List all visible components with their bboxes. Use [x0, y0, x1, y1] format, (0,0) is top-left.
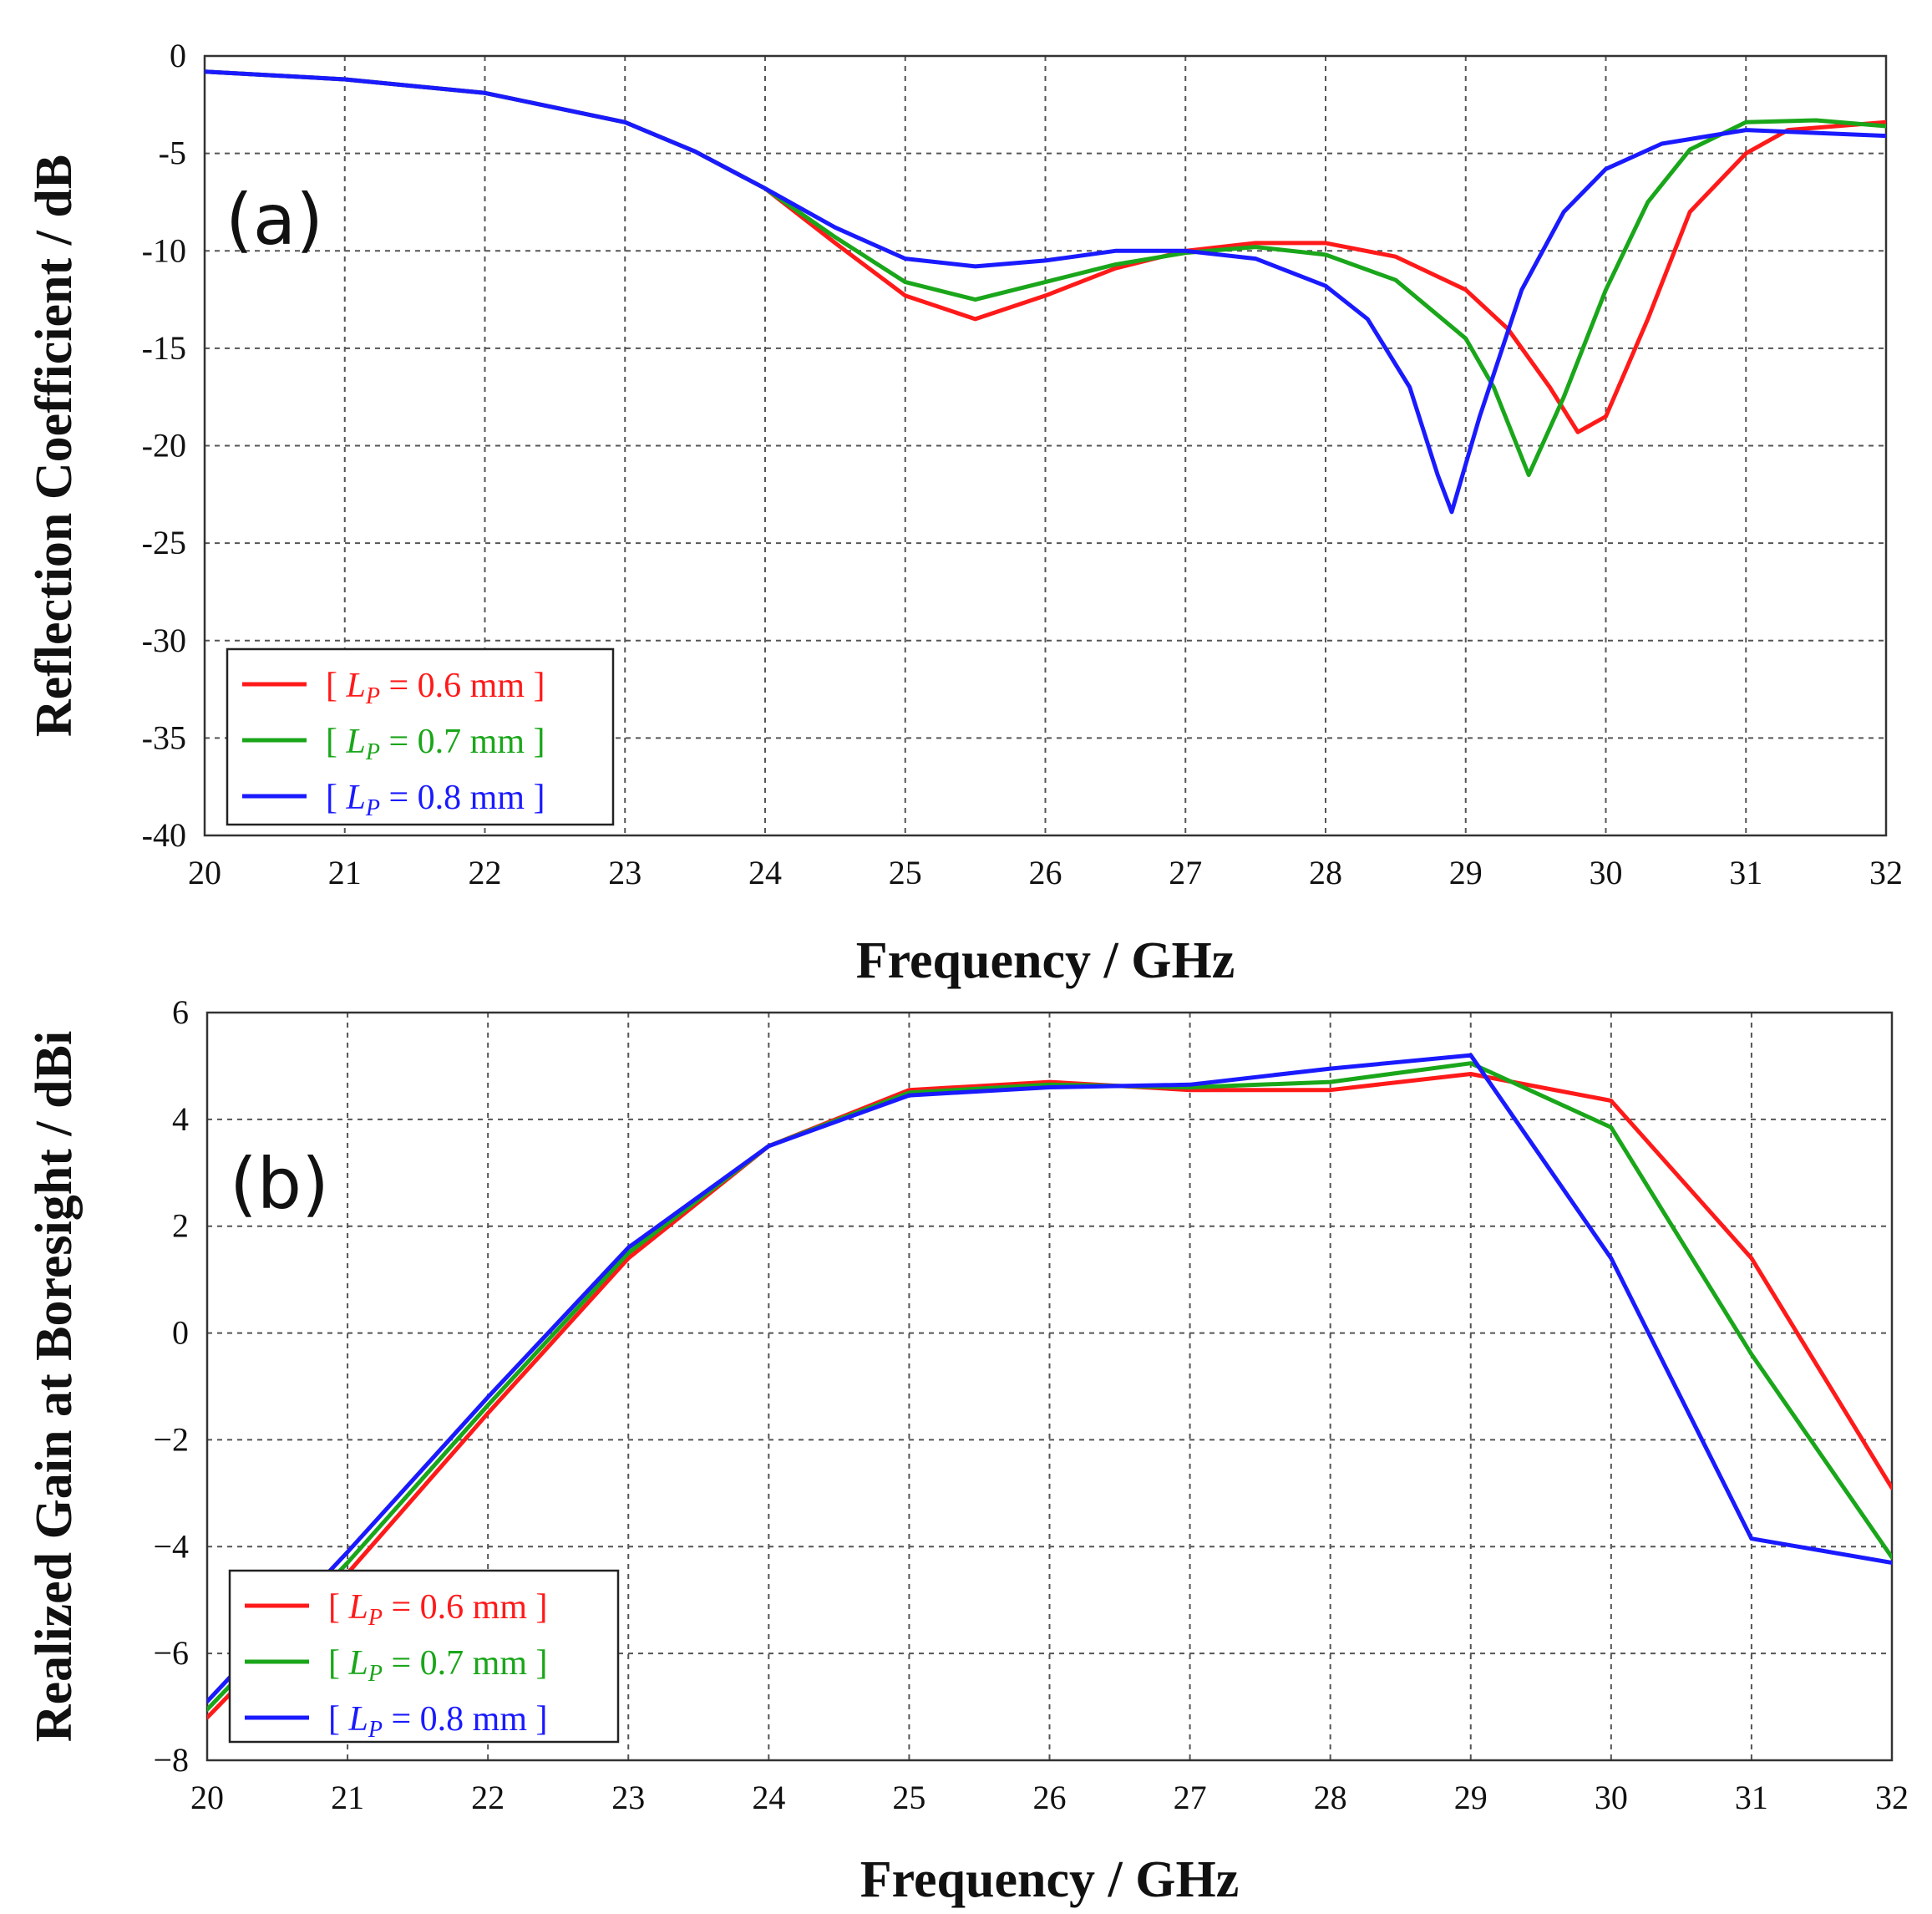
- legend-var: L: [346, 667, 366, 705]
- legend-box: [228, 1569, 620, 1744]
- legend-sub: P: [365, 795, 380, 821]
- y-tick-label: 4: [172, 1100, 189, 1138]
- y-axis-title: Realized Gain at Boresight / dBi: [26, 1031, 83, 1742]
- x-tick-label: 22: [471, 1779, 505, 1816]
- legend-var: L: [348, 1700, 368, 1739]
- legend-label-0: [ LP = 0.6 mm ]: [328, 1588, 547, 1631]
- legend-rest: = 0.7 mm ]: [380, 723, 545, 761]
- y-tick-label: 2: [172, 1207, 189, 1245]
- x-axis-title: Frequency / GHz: [860, 1851, 1239, 1908]
- legend: [ LP = 0.6 mm ][ LP = 0.7 mm ][ LP = 0.8…: [226, 647, 615, 826]
- y-tick-label: -25: [142, 524, 186, 561]
- legend-label-1: [ LP = 0.7 mm ]: [326, 723, 545, 765]
- x-tick-label: 27: [1174, 1779, 1207, 1816]
- x-tick-label: 29: [1449, 854, 1483, 891]
- x-tick-label: 30: [1590, 854, 1623, 891]
- x-tick-label: 31: [1729, 854, 1762, 891]
- y-tick-label: −8: [153, 1741, 189, 1779]
- series-line-1: [207, 1061, 1892, 1712]
- legend-rest: = 0.8 mm ]: [383, 1700, 548, 1739]
- series-line-2: [205, 69, 1886, 515]
- legend-open: [: [326, 779, 347, 817]
- legend-open: [: [328, 1700, 349, 1739]
- chart-panel-b: 20 21 22 23 24 25 26 27 28 29 30 31 326420−2−4−6−8(b…: [26, 993, 1909, 1908]
- y-axis-title: Reflection Coefficient / dB: [26, 155, 83, 737]
- legend-open: [: [326, 667, 347, 705]
- legend-var: L: [348, 1588, 368, 1627]
- legend-var: L: [348, 1644, 368, 1683]
- x-tick-label: 30: [1595, 1779, 1628, 1816]
- x-tick-label: 28: [1309, 854, 1342, 891]
- y-tick-label: 0: [172, 1314, 189, 1352]
- legend-sub: P: [368, 1605, 383, 1631]
- y-tick-label: −4: [153, 1527, 189, 1565]
- legend-rest: = 0.6 mm ]: [380, 667, 545, 705]
- x-tick-label: 20: [190, 1779, 224, 1816]
- chart-panel-a: 20 21 22 23 24 25 26 27 28 29 30 31 32 0 -5 -10 -15 -20 -2…: [26, 37, 1903, 989]
- legend: [ LP = 0.6 mm ][ LP = 0.7 mm ][ LP = 0.8…: [228, 1569, 620, 1744]
- legend-var: L: [346, 723, 366, 761]
- x-tick-label: 23: [611, 1779, 645, 1816]
- legend-sub: P: [368, 1717, 383, 1743]
- legend-open: [: [328, 1588, 349, 1627]
- legend-sub: P: [368, 1661, 383, 1687]
- x-tick-label: 25: [889, 854, 922, 891]
- x-tick-label: 26: [1033, 1779, 1067, 1816]
- legend-var: L: [346, 779, 366, 817]
- plot-frame: [203, 54, 1888, 837]
- legend-open: [: [328, 1644, 349, 1683]
- x-tick-label: 24: [748, 854, 782, 891]
- legend-rest: = 0.8 mm ]: [380, 779, 545, 817]
- panel-label: (a): [226, 179, 323, 261]
- legend-label-2: [ LP = 0.8 mm ]: [326, 779, 545, 821]
- y-tick-label: -10: [142, 231, 186, 269]
- x-tick-label: 28: [1314, 1779, 1347, 1816]
- legend-sub: P: [365, 739, 380, 765]
- y-tick-label: 6: [172, 993, 189, 1031]
- x-tick-label: 22: [469, 854, 502, 891]
- legend-open: [: [326, 723, 347, 761]
- x-tick-label: 29: [1454, 1779, 1488, 1816]
- y-tick-label: -35: [142, 718, 186, 756]
- y-tick-label: -5: [159, 135, 186, 172]
- y-tick-label: 0: [170, 37, 186, 74]
- series-line-2: [207, 1053, 1892, 1704]
- y-tick-label: -30: [142, 622, 186, 659]
- series-line-0: [207, 1072, 1892, 1720]
- x-tick-label: 32: [1875, 1779, 1909, 1816]
- series-group: [205, 69, 1886, 515]
- x-axis-title: Frequency / GHz: [856, 932, 1235, 989]
- x-tick-label: 21: [331, 1779, 364, 1816]
- legend-rest: = 0.6 mm ]: [383, 1588, 548, 1627]
- legend-rest: = 0.7 mm ]: [383, 1644, 548, 1683]
- plot-frame: [205, 1011, 1894, 1762]
- x-tick-label: 27: [1169, 854, 1202, 891]
- legend-label-2: [ LP = 0.8 mm ]: [328, 1700, 547, 1743]
- x-tick-label: 21: [328, 854, 362, 891]
- legend-label-1: [ LP = 0.7 mm ]: [328, 1644, 547, 1687]
- y-tick-label: -20: [142, 427, 186, 465]
- x-tick-label: 32: [1869, 854, 1903, 891]
- legend-sub: P: [365, 683, 380, 709]
- series-group: [207, 1053, 1892, 1720]
- x-tick-label: 24: [752, 1779, 785, 1816]
- panel-label: (b): [230, 1143, 329, 1225]
- x-tick-label: 26: [1029, 854, 1062, 891]
- y-tick-label: −6: [153, 1634, 189, 1672]
- x-tick-label: 31: [1735, 1779, 1768, 1816]
- x-tick-label: 23: [608, 854, 641, 891]
- x-tick-label: 20: [188, 854, 221, 891]
- y-tick-label: -15: [142, 329, 186, 367]
- y-tick-label: -40: [142, 816, 186, 854]
- y-tick-label: −2: [153, 1420, 189, 1458]
- legend-label-0: [ LP = 0.6 mm ]: [326, 667, 545, 709]
- x-tick-label: 25: [892, 1779, 925, 1816]
